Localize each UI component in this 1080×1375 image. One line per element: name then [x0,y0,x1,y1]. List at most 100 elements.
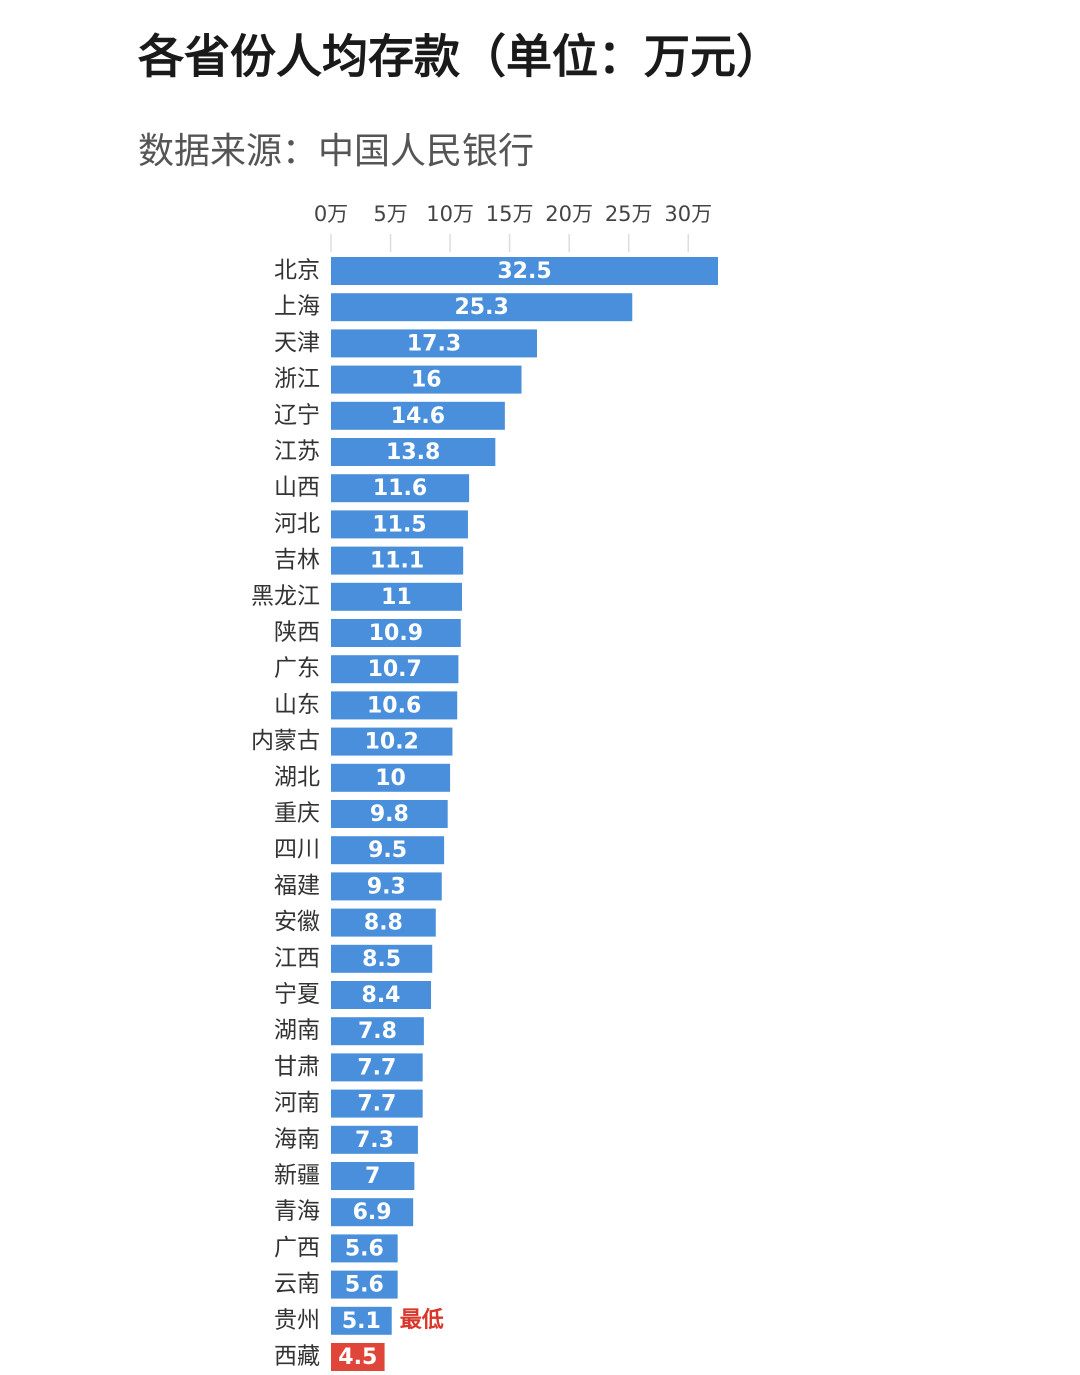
category-label: 河南 [274,1090,320,1116]
category-label: 新疆 [274,1163,320,1189]
value-label: 11.5 [372,512,426,537]
category-label: 贵州 [274,1307,320,1333]
x-tick-label: 25万 [605,202,653,226]
category-label: 陕西 [274,620,320,646]
value-label: 8.5 [362,947,401,972]
category-label: 重庆 [274,801,320,827]
chart-subtitle: 数据来源：中国人民银行 [138,131,534,172]
bar [331,908,436,937]
value-label: 8.8 [364,911,403,936]
value-label: 9.3 [367,874,406,899]
value-label: 5.1 [342,1309,381,1334]
value-label: 7.7 [357,1092,396,1117]
x-tick-label: 20万 [545,202,593,226]
bar [331,1198,414,1227]
bar [331,1125,418,1154]
chart-title: 各省份人均存款（单位：万元） [138,30,782,84]
value-label: 10.9 [369,621,423,646]
category-label: 福建 [274,873,320,899]
annotation: 最低 [400,1308,444,1333]
bar [331,1089,423,1118]
category-label: 宁夏 [274,982,320,1008]
bar [331,727,453,756]
bar [331,836,445,865]
category-label: 河北 [274,511,320,537]
category-label: 江苏 [274,439,320,465]
bar [331,293,633,322]
category-label: 湖南 [274,1018,320,1044]
category-label: 安徽 [274,909,320,935]
value-label: 25.3 [454,295,508,320]
x-tick-label: 5万 [373,202,407,226]
value-label: 4.5 [338,1345,377,1370]
value-label: 11.6 [373,476,427,501]
value-label: 8.4 [362,983,401,1008]
bar [331,257,718,285]
value-label: 10.6 [367,693,421,718]
value-label: 13.8 [386,440,440,465]
value-label: 10.2 [365,730,419,755]
category-label: 北京 [274,258,320,284]
value-label: 16 [411,368,442,393]
value-label: 14.6 [391,404,445,429]
bar [331,981,432,1009]
bar [331,800,448,828]
value-label: 6.9 [353,1200,392,1225]
bar [331,1162,415,1190]
category-label: 山东 [274,692,320,718]
value-label: 17.3 [407,331,461,356]
bar [331,1343,385,1371]
value-label: 10.7 [368,657,422,682]
x-tick-label: 15万 [486,202,534,226]
bar [331,872,442,901]
category-label: 山西 [274,475,320,501]
value-label: 7.3 [355,1128,394,1153]
bar [331,582,462,611]
value-label: 11.1 [370,549,424,574]
category-label: 吉林 [274,547,320,573]
category-label: 天津 [274,330,320,356]
bar [331,944,433,973]
category-label: 云南 [274,1271,320,1297]
x-tick-label: 10万 [426,202,474,226]
bar [331,365,522,394]
bar [331,655,459,684]
bar [331,510,468,539]
category-label: 四川 [274,837,320,863]
category-label: 内蒙古 [251,728,320,754]
value-label: 32.5 [497,259,551,284]
bar [331,546,464,575]
bar [331,1306,392,1335]
bar [331,1053,423,1082]
value-label: 5.6 [345,1273,384,1298]
category-label: 广西 [274,1235,320,1261]
x-tick-label: 0万 [314,202,348,226]
bar [331,691,458,720]
category-label: 广东 [274,656,320,682]
value-label: 10 [375,766,406,791]
category-label: 青海 [274,1199,320,1225]
value-label: 11 [381,585,412,610]
value-label: 5.6 [345,1236,384,1261]
value-label: 9.8 [370,802,409,827]
bar [331,474,470,503]
category-label: 辽宁 [274,402,320,428]
value-label: 7.8 [358,1019,397,1044]
bar [331,1234,398,1263]
bar [331,763,451,792]
bar [331,1017,424,1046]
category-label: 海南 [274,1126,320,1152]
category-label: 浙江 [274,366,320,392]
x-tick-label: 30万 [664,202,712,226]
bar [331,619,461,647]
bar [331,329,538,358]
category-label: 黑龙江 [251,583,320,609]
value-label: 9.5 [368,838,407,863]
bar [331,1270,398,1299]
value-label: 7.7 [357,1055,396,1080]
category-label: 上海 [274,294,320,320]
bar [331,401,505,430]
bar [331,438,496,466]
category-label: 西藏 [274,1344,320,1370]
